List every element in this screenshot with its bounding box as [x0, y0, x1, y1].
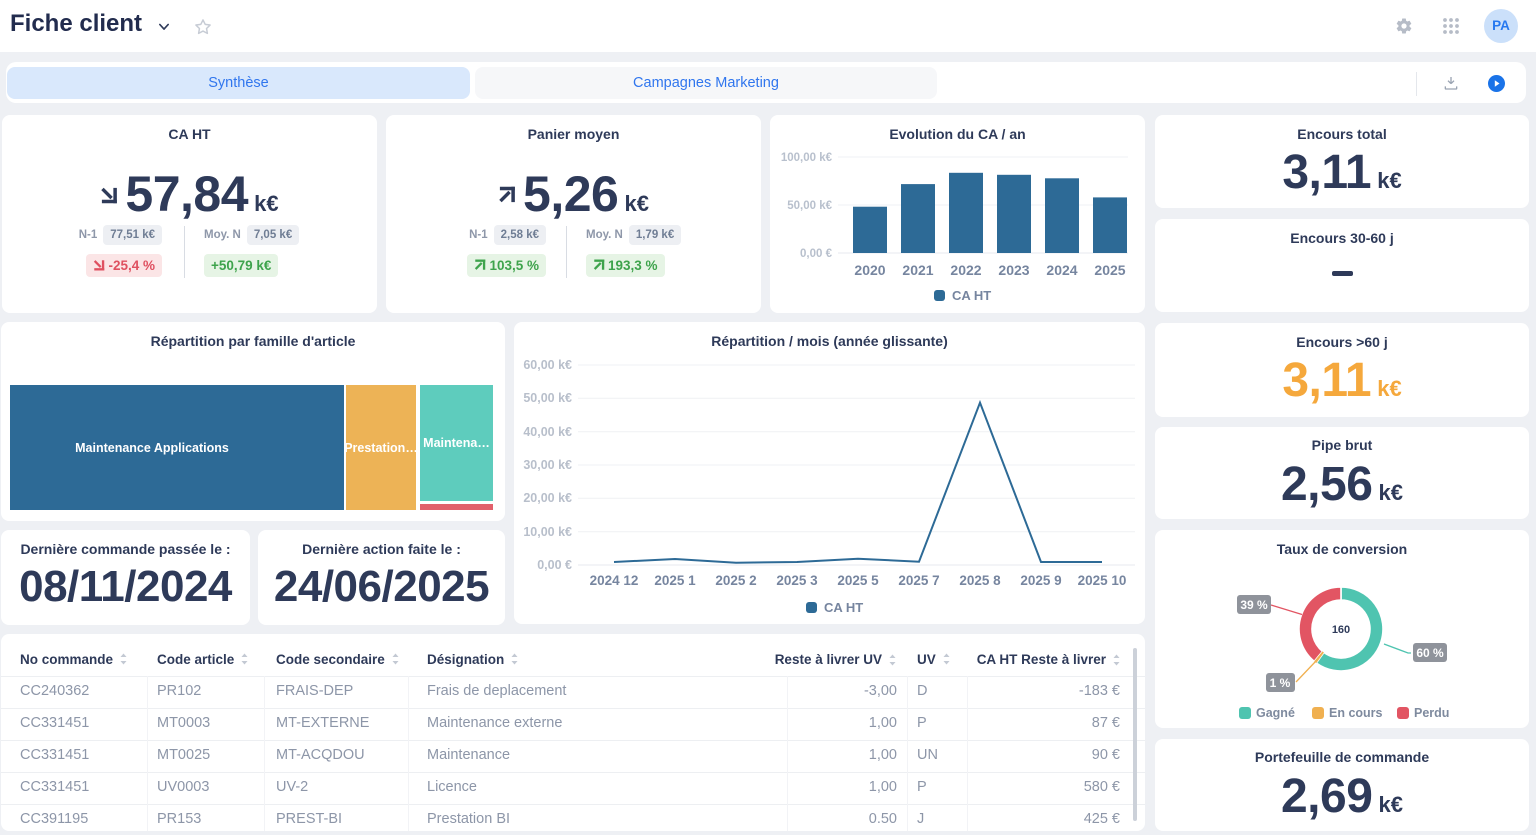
svg-text:2025 1: 2025 1 — [654, 573, 696, 588]
svg-text:100,00 k€: 100,00 k€ — [781, 152, 833, 164]
svg-text:2025 5: 2025 5 — [837, 573, 879, 588]
svg-text:2025 10: 2025 10 — [1078, 573, 1127, 588]
svg-text:20,00 k€: 20,00 k€ — [523, 491, 572, 505]
svg-text:1 %: 1 % — [1270, 676, 1291, 690]
svg-text:39 %: 39 % — [1240, 598, 1268, 612]
svg-text:0,00 €: 0,00 € — [800, 248, 833, 260]
svg-text:2025: 2025 — [1094, 262, 1125, 278]
svg-text:CA HT: CA HT — [824, 600, 863, 615]
svg-text:160: 160 — [1332, 624, 1350, 636]
svg-text:60,00 k€: 60,00 k€ — [523, 358, 572, 372]
svg-text:2024 12: 2024 12 — [590, 573, 639, 588]
svg-text:Perdu: Perdu — [1414, 706, 1449, 720]
svg-text:10,00 k€: 10,00 k€ — [523, 525, 572, 539]
svg-text:2025 9: 2025 9 — [1020, 573, 1061, 588]
svg-text:2020: 2020 — [854, 262, 885, 278]
svg-text:2025 7: 2025 7 — [898, 573, 939, 588]
svg-text:2024: 2024 — [1046, 262, 1077, 278]
svg-text:CA HT: CA HT — [952, 288, 991, 303]
svg-text:2025 2: 2025 2 — [715, 573, 756, 588]
svg-text:50,00 k€: 50,00 k€ — [787, 200, 832, 212]
svg-text:2025 8: 2025 8 — [959, 573, 1001, 588]
svg-text:40,00 k€: 40,00 k€ — [523, 425, 572, 439]
svg-text:2022: 2022 — [950, 262, 981, 278]
svg-text:Gagné: Gagné — [1256, 706, 1295, 720]
svg-text:2023: 2023 — [998, 262, 1029, 278]
svg-text:En cours: En cours — [1329, 706, 1383, 720]
svg-text:0,00 €: 0,00 € — [537, 558, 572, 572]
svg-text:30,00 k€: 30,00 k€ — [523, 458, 572, 472]
svg-text:2025 3: 2025 3 — [776, 573, 818, 588]
svg-text:2021: 2021 — [902, 262, 933, 278]
svg-text:50,00 k€: 50,00 k€ — [523, 391, 572, 405]
svg-text:60 %: 60 % — [1416, 646, 1444, 660]
